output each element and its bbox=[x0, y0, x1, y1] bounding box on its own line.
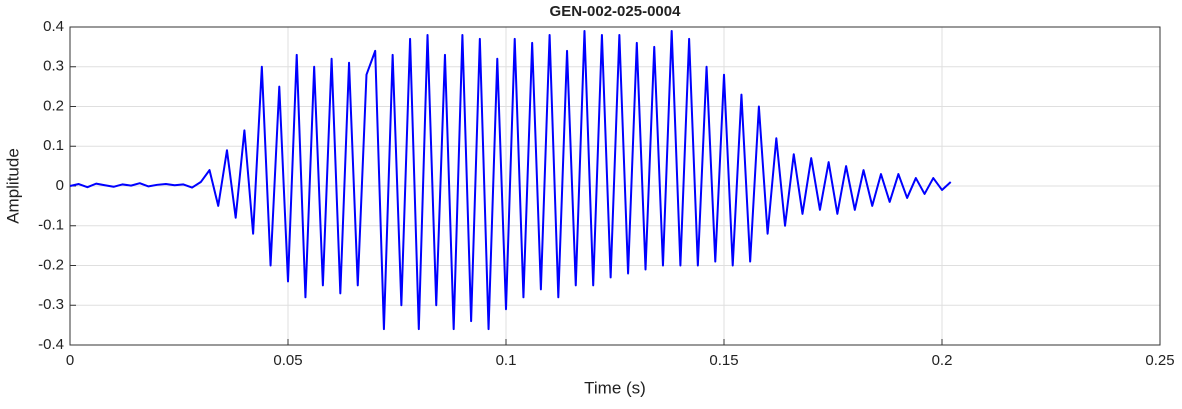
y-tick-label: -0.3 bbox=[38, 296, 64, 313]
y-tick-label: 0.3 bbox=[43, 58, 64, 75]
y-axis-label: Amplitude bbox=[3, 148, 22, 224]
chart-title: GEN-002-025-0004 bbox=[550, 3, 682, 20]
x-tick-label: 0.05 bbox=[273, 352, 302, 369]
y-tick-label: 0.2 bbox=[43, 97, 64, 114]
y-tick-label: -0.4 bbox=[38, 336, 64, 353]
x-tick-label: 0 bbox=[66, 352, 74, 369]
y-tick-label: 0.4 bbox=[43, 18, 64, 35]
x-tick-label: 0.1 bbox=[496, 352, 517, 369]
x-tick-label: 0.25 bbox=[1145, 352, 1174, 369]
x-tick-label: 0.15 bbox=[709, 352, 738, 369]
y-tick-label: -0.2 bbox=[38, 256, 64, 273]
x-tick-label: 0.2 bbox=[932, 352, 953, 369]
y-tick-label: 0.1 bbox=[43, 137, 64, 154]
signal-line bbox=[69, 29, 952, 331]
x-axis-label: Time (s) bbox=[584, 378, 646, 397]
y-tick-label: 0 bbox=[56, 177, 64, 194]
y-tick-label: -0.1 bbox=[38, 217, 64, 234]
